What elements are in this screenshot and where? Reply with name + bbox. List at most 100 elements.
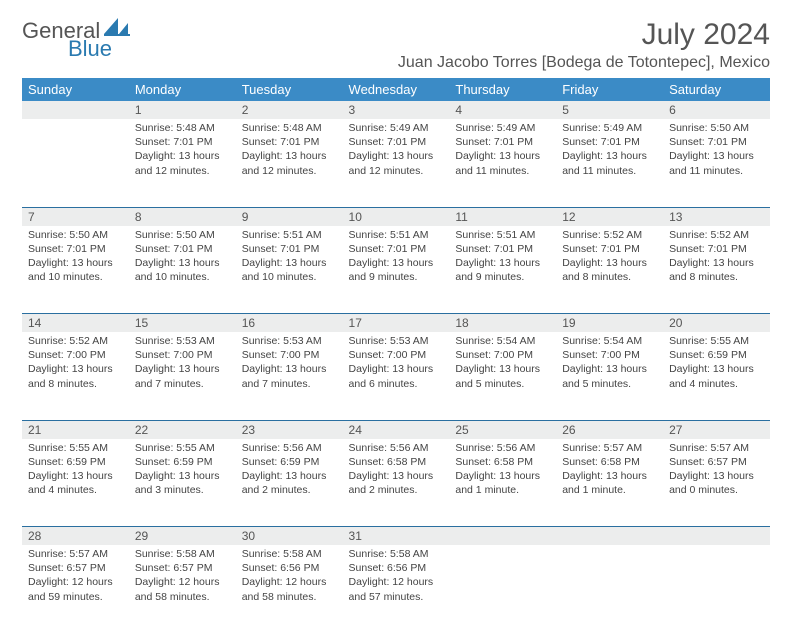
- day-number: 25: [449, 420, 556, 439]
- sunrise-line: Sunrise: 5:48 AM: [135, 121, 230, 135]
- sunset-line: Sunset: 6:59 PM: [28, 455, 123, 469]
- sunrise-line: Sunrise: 5:53 AM: [242, 334, 337, 348]
- day-number: 28: [22, 527, 129, 546]
- day2-line: and 10 minutes.: [135, 270, 230, 284]
- day-cell: Sunrise: 5:53 AMSunset: 7:00 PMDaylight:…: [129, 332, 236, 420]
- day2-line: and 0 minutes.: [669, 483, 764, 497]
- sunrise-line: Sunrise: 5:54 AM: [455, 334, 550, 348]
- week-row: Sunrise: 5:50 AMSunset: 7:01 PMDaylight:…: [22, 226, 770, 314]
- month-title: July 2024: [398, 18, 770, 52]
- day-number: 2: [236, 101, 343, 119]
- day-cell: Sunrise: 5:55 AMSunset: 6:59 PMDaylight:…: [22, 439, 129, 527]
- location-subtitle: Juan Jacobo Torres [Bodega de Totontepec…: [398, 54, 770, 72]
- day2-line: and 12 minutes.: [349, 164, 444, 178]
- day2-line: and 8 minutes.: [28, 377, 123, 391]
- sunset-line: Sunset: 6:59 PM: [242, 455, 337, 469]
- sunset-line: Sunset: 7:01 PM: [242, 135, 337, 149]
- day-number: [556, 527, 663, 546]
- day2-line: and 11 minutes.: [669, 164, 764, 178]
- sunrise-line: Sunrise: 5:51 AM: [242, 228, 337, 242]
- header: General Blue July 2024 Juan Jacobo Torre…: [22, 18, 770, 72]
- day1-line: Daylight: 13 hours: [669, 362, 764, 376]
- day2-line: and 57 minutes.: [349, 590, 444, 604]
- sunrise-line: Sunrise: 5:57 AM: [562, 441, 657, 455]
- day-cell: Sunrise: 5:50 AMSunset: 7:01 PMDaylight:…: [129, 226, 236, 314]
- day-number: 12: [556, 207, 663, 226]
- day-cell: [663, 545, 770, 633]
- sunset-line: Sunset: 6:58 PM: [455, 455, 550, 469]
- day-cell: Sunrise: 5:51 AMSunset: 7:01 PMDaylight:…: [343, 226, 450, 314]
- sunset-line: Sunset: 7:01 PM: [28, 242, 123, 256]
- sunrise-line: Sunrise: 5:51 AM: [455, 228, 550, 242]
- day1-line: Daylight: 13 hours: [242, 256, 337, 270]
- day-number: 5: [556, 101, 663, 119]
- day1-line: Daylight: 13 hours: [349, 362, 444, 376]
- sunrise-line: Sunrise: 5:54 AM: [562, 334, 657, 348]
- day-number: 8: [129, 207, 236, 226]
- day-number: 4: [449, 101, 556, 119]
- weekday-header: Saturday: [663, 78, 770, 101]
- day-cell: Sunrise: 5:53 AMSunset: 7:00 PMDaylight:…: [236, 332, 343, 420]
- day2-line: and 1 minute.: [562, 483, 657, 497]
- day-number: 21: [22, 420, 129, 439]
- day1-line: Daylight: 12 hours: [135, 575, 230, 589]
- sunrise-line: Sunrise: 5:52 AM: [28, 334, 123, 348]
- day-cell: Sunrise: 5:57 AMSunset: 6:57 PMDaylight:…: [22, 545, 129, 633]
- day-cell: Sunrise: 5:53 AMSunset: 7:00 PMDaylight:…: [343, 332, 450, 420]
- sunrise-line: Sunrise: 5:56 AM: [455, 441, 550, 455]
- sunset-line: Sunset: 7:01 PM: [242, 242, 337, 256]
- sunset-line: Sunset: 7:01 PM: [455, 135, 550, 149]
- sunset-line: Sunset: 7:01 PM: [669, 135, 764, 149]
- day1-line: Daylight: 13 hours: [562, 149, 657, 163]
- weekday-header: Thursday: [449, 78, 556, 101]
- sunset-line: Sunset: 7:00 PM: [455, 348, 550, 362]
- day1-line: Daylight: 13 hours: [669, 469, 764, 483]
- sunset-line: Sunset: 6:59 PM: [135, 455, 230, 469]
- day1-line: Daylight: 13 hours: [28, 362, 123, 376]
- day1-line: Daylight: 13 hours: [349, 256, 444, 270]
- day-number: 22: [129, 420, 236, 439]
- sunrise-line: Sunrise: 5:56 AM: [349, 441, 444, 455]
- day-cell: Sunrise: 5:54 AMSunset: 7:00 PMDaylight:…: [556, 332, 663, 420]
- day-number: 1: [129, 101, 236, 119]
- sunrise-line: Sunrise: 5:53 AM: [135, 334, 230, 348]
- day-cell: Sunrise: 5:56 AMSunset: 6:58 PMDaylight:…: [343, 439, 450, 527]
- sunset-line: Sunset: 6:59 PM: [669, 348, 764, 362]
- day2-line: and 5 minutes.: [455, 377, 550, 391]
- sunset-line: Sunset: 6:57 PM: [135, 561, 230, 575]
- day-number: 23: [236, 420, 343, 439]
- day1-line: Daylight: 13 hours: [562, 362, 657, 376]
- day1-line: Daylight: 13 hours: [28, 469, 123, 483]
- day2-line: and 9 minutes.: [349, 270, 444, 284]
- sunset-line: Sunset: 6:58 PM: [349, 455, 444, 469]
- day-cell: Sunrise: 5:49 AMSunset: 7:01 PMDaylight:…: [343, 119, 450, 207]
- day1-line: Daylight: 13 hours: [242, 362, 337, 376]
- day-number: 20: [663, 314, 770, 333]
- sunset-line: Sunset: 7:01 PM: [562, 135, 657, 149]
- daynum-row: 28293031: [22, 527, 770, 546]
- day-cell: Sunrise: 5:56 AMSunset: 6:59 PMDaylight:…: [236, 439, 343, 527]
- sunrise-line: Sunrise: 5:50 AM: [135, 228, 230, 242]
- day-number: 3: [343, 101, 450, 119]
- day2-line: and 11 minutes.: [562, 164, 657, 178]
- day-cell: Sunrise: 5:51 AMSunset: 7:01 PMDaylight:…: [236, 226, 343, 314]
- sunset-line: Sunset: 6:58 PM: [562, 455, 657, 469]
- day1-line: Daylight: 13 hours: [349, 149, 444, 163]
- day-cell: Sunrise: 5:58 AMSunset: 6:56 PMDaylight:…: [343, 545, 450, 633]
- day1-line: Daylight: 13 hours: [135, 469, 230, 483]
- sunrise-line: Sunrise: 5:52 AM: [669, 228, 764, 242]
- day2-line: and 4 minutes.: [669, 377, 764, 391]
- day2-line: and 1 minute.: [455, 483, 550, 497]
- sunrise-line: Sunrise: 5:52 AM: [562, 228, 657, 242]
- day1-line: Daylight: 12 hours: [349, 575, 444, 589]
- day-cell: Sunrise: 5:58 AMSunset: 6:57 PMDaylight:…: [129, 545, 236, 633]
- sunset-line: Sunset: 6:56 PM: [349, 561, 444, 575]
- day2-line: and 7 minutes.: [135, 377, 230, 391]
- day2-line: and 2 minutes.: [242, 483, 337, 497]
- day-cell: Sunrise: 5:52 AMSunset: 7:01 PMDaylight:…: [663, 226, 770, 314]
- day-number: 15: [129, 314, 236, 333]
- day-number: [663, 527, 770, 546]
- brand-text-blue: Blue: [68, 36, 112, 61]
- day-number: 19: [556, 314, 663, 333]
- sunrise-line: Sunrise: 5:53 AM: [349, 334, 444, 348]
